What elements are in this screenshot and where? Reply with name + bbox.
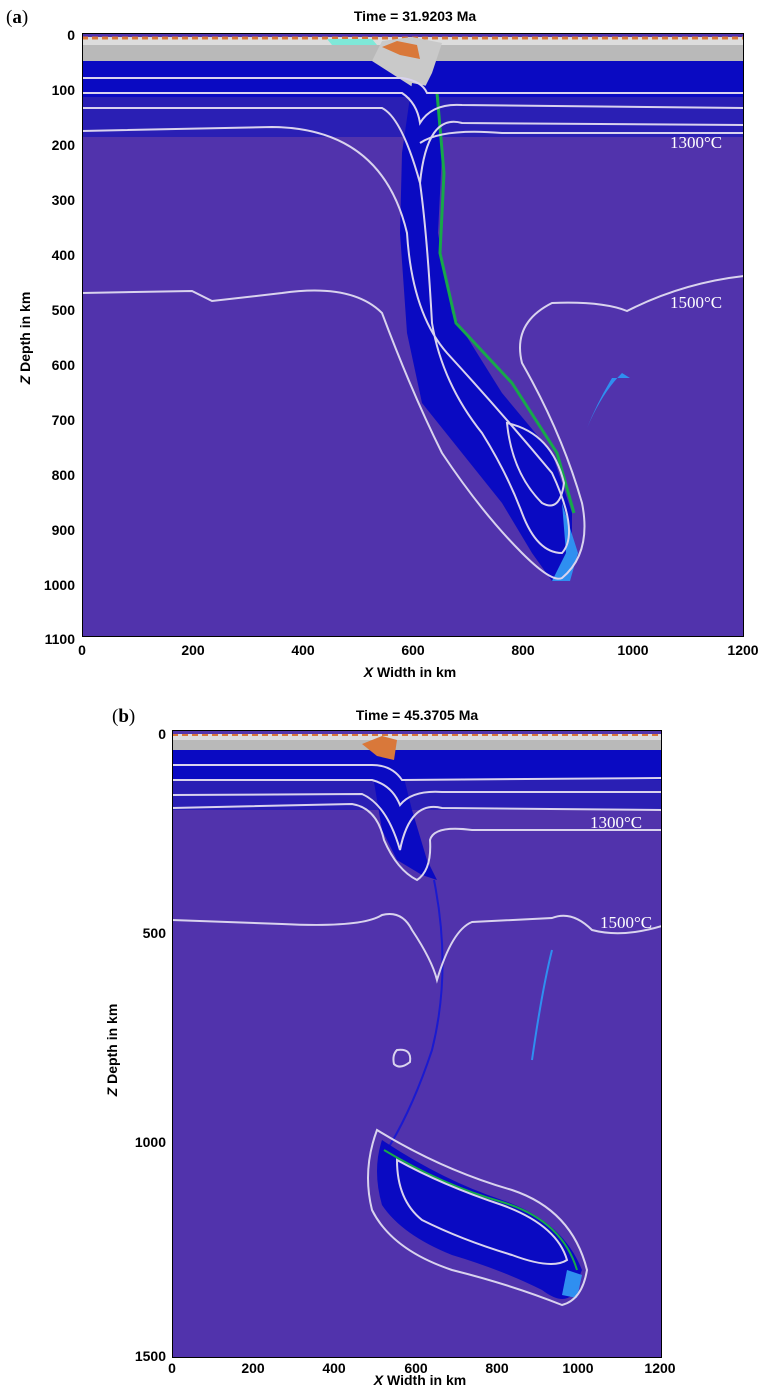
isotherm-shallow-2 bbox=[82, 92, 744, 126]
panel-a-ytick: 100 bbox=[51, 82, 75, 98]
panel-b-xtick: 600 bbox=[404, 1360, 428, 1376]
panel-b-xtick: 1000 bbox=[562, 1360, 594, 1376]
panel-b-ytick: 1000 bbox=[134, 1134, 166, 1150]
subducting-slab bbox=[400, 83, 572, 581]
crust-light bbox=[172, 734, 662, 740]
panel-a-xtick: 200 bbox=[181, 642, 205, 658]
panel-b-isotherm-1300-label: 1300°C bbox=[590, 813, 643, 832]
panel-b-xtick: 200 bbox=[241, 1360, 265, 1376]
isotherm-1300-right bbox=[419, 130, 744, 144]
panel-b-y-label: Z Depth in km bbox=[104, 1003, 120, 1097]
detached-weak-blob bbox=[587, 373, 630, 428]
panel-a-ytick: 700 bbox=[51, 412, 75, 428]
panel-a-y-label: Z Depth in km bbox=[17, 291, 33, 385]
panel-a-xtick: 0 bbox=[78, 642, 86, 658]
isotherm-slab-outer bbox=[367, 1128, 589, 1307]
panel-b-xtick: 0 bbox=[168, 1360, 176, 1376]
panel-a-ytick: 500 bbox=[51, 302, 75, 318]
panel-b-isotherm-1500-label: 1500°C bbox=[600, 913, 653, 932]
mantle-background bbox=[172, 730, 662, 1358]
panel-a-xtick: 1000 bbox=[617, 642, 649, 658]
panel-a-plot bbox=[82, 33, 744, 637]
panel-a-ytick: 300 bbox=[51, 192, 75, 208]
panel-a-ytick: 1000 bbox=[43, 577, 75, 593]
isotherm-small-loop bbox=[392, 1048, 412, 1068]
oceanic-crust-strip bbox=[383, 1149, 578, 1271]
panel-b-x-label: X Width in km bbox=[373, 1372, 467, 1388]
panel-b-frame bbox=[172, 730, 662, 1358]
isotherm-shallow-2 bbox=[172, 779, 662, 807]
detached-slab bbox=[377, 1140, 582, 1299]
sediment-wedge bbox=[382, 41, 420, 59]
panel-b-ytick: 0 bbox=[158, 726, 166, 742]
panel-b-letter: (b) bbox=[112, 706, 136, 727]
panel-a-xtick: 600 bbox=[401, 642, 425, 658]
slab-neck bbox=[386, 879, 444, 1151]
panel-a-ytick: 800 bbox=[51, 467, 75, 483]
panel-b-ytick: 500 bbox=[142, 925, 166, 941]
isotherm-inner-loop bbox=[505, 421, 566, 507]
isotherm-1300 bbox=[82, 125, 571, 555]
oceanic-crust-strip bbox=[435, 92, 576, 514]
panel-a-xtick: 400 bbox=[291, 642, 315, 658]
panel-a-ytick: 200 bbox=[51, 137, 75, 153]
panel-b-xtick: 1200 bbox=[644, 1360, 676, 1376]
panel-b-title: Time = 45.3705 Ma bbox=[355, 707, 479, 723]
panel-b-xtick: 800 bbox=[485, 1360, 509, 1376]
sediment-wedge bbox=[362, 736, 397, 760]
panel-a-x-label: X Width in km bbox=[363, 664, 457, 680]
panel-a-xtick: 800 bbox=[511, 642, 535, 658]
panel-b-xtick: 400 bbox=[322, 1360, 346, 1376]
panel-a-xtick: 1200 bbox=[727, 642, 759, 658]
panel-a-ytick: 0 bbox=[67, 27, 75, 43]
panel-a-ytick: 1100 bbox=[44, 631, 75, 647]
slab-tip-weak-zone bbox=[562, 1270, 582, 1298]
detached-weak-thread bbox=[531, 949, 553, 1061]
slab-upper bbox=[372, 770, 437, 880]
slab-tip-weak-zone bbox=[552, 503, 578, 581]
isotherm-1500 bbox=[82, 275, 744, 580]
accretion-wedge bbox=[372, 37, 442, 93]
panel-b-plot bbox=[172, 730, 662, 1358]
panel-a-ytick: 400 bbox=[51, 247, 75, 263]
panel-a-letter: (a) bbox=[6, 7, 29, 28]
panel-a-isotherm-1300-label: 1300°C bbox=[670, 133, 723, 152]
isotherm-shallow-1 bbox=[172, 764, 662, 782]
panel-a-title: Time = 31.9203 Ma bbox=[353, 8, 477, 24]
isotherm-1300 bbox=[172, 802, 662, 882]
panel-a-ytick: 900 bbox=[51, 522, 75, 538]
isotherm-slab-inner bbox=[395, 1158, 569, 1265]
isotherm-shallow-3 bbox=[172, 792, 662, 851]
isotherm-1500 bbox=[172, 913, 662, 984]
sea-patch bbox=[327, 39, 377, 45]
isotherm-shallow-1 bbox=[82, 77, 744, 94]
panel-b-ytick: 1500 bbox=[134, 1348, 166, 1364]
panel-a-frame bbox=[82, 33, 744, 637]
panel-a-ytick: 600 bbox=[51, 357, 75, 373]
panel-a-isotherm-1500-label: 1500°C bbox=[670, 293, 723, 312]
